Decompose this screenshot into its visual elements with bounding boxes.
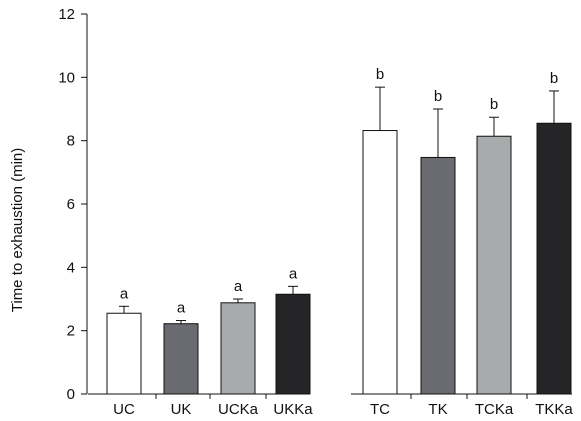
bar-ukka (275, 293, 311, 395)
significance-letter-tc: b (376, 66, 384, 83)
y-tick-label: 0 (67, 386, 75, 403)
significance-letter-tkka: b (550, 70, 558, 87)
y-axis-label: Time to exhaustion (min) (9, 148, 26, 313)
bar-tk (420, 156, 456, 395)
significance-letter-uk: a (177, 300, 186, 317)
x-tick-label-uc: UC (113, 401, 135, 418)
bar-ucka (220, 302, 256, 395)
x-tick-label-tc: TC (370, 401, 390, 418)
chart-bars: a UC a UK a UCKa a UKKa b TC b TK b TCKa b TKKa (106, 66, 573, 418)
bar-uk (163, 323, 199, 395)
x-tick-label-tk: TK (428, 401, 447, 418)
significance-letter-uc: a (120, 285, 129, 302)
x-tick-label-tkka: TKKa (535, 401, 573, 418)
x-tick-label-ucka: UCKa (218, 401, 259, 418)
y-tick-label: 10 (58, 69, 75, 86)
y-tick-label: 4 (67, 259, 75, 276)
y-tick-label: 8 (67, 133, 75, 150)
significance-letter-tcka: b (490, 96, 498, 113)
bar-uc (106, 312, 142, 395)
significance-letter-ucka: a (234, 278, 243, 295)
significance-letter-tk: b (434, 88, 442, 105)
x-tick-label-ukka: UKKa (273, 401, 313, 418)
bar-tc (362, 130, 398, 395)
y-tick-label: 12 (58, 6, 75, 23)
significance-letter-ukka: a (289, 265, 298, 282)
y-tick-label: 2 (67, 323, 75, 340)
y-tick-label: 6 (67, 196, 75, 213)
x-tick-label-tcka: TCKa (475, 401, 514, 418)
bar-tcka (476, 135, 512, 395)
x-tick-label-uk: UK (171, 401, 192, 418)
bar-tkka (536, 122, 572, 395)
